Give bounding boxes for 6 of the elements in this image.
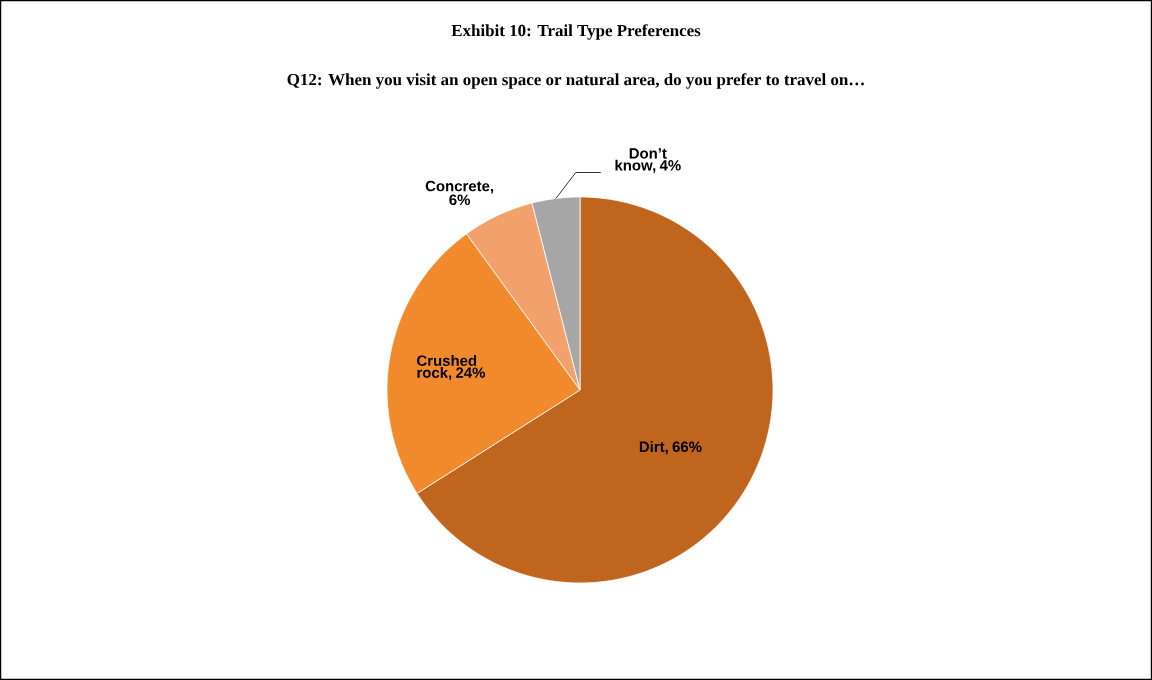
chart-subtitle: Q12: When you visit an open space or natural area, do you prefer to travel on… [287,73,864,89]
slice-label: Don’t know, 4% [615,148,681,173]
slice-label: Crushed rock, 24% [417,355,486,381]
chart-title: Exhibit 10: Trail Type Preferences [451,24,701,40]
slice-label: Dirt, 66% [639,441,702,455]
slice-label: Concrete, 6% [425,180,494,206]
